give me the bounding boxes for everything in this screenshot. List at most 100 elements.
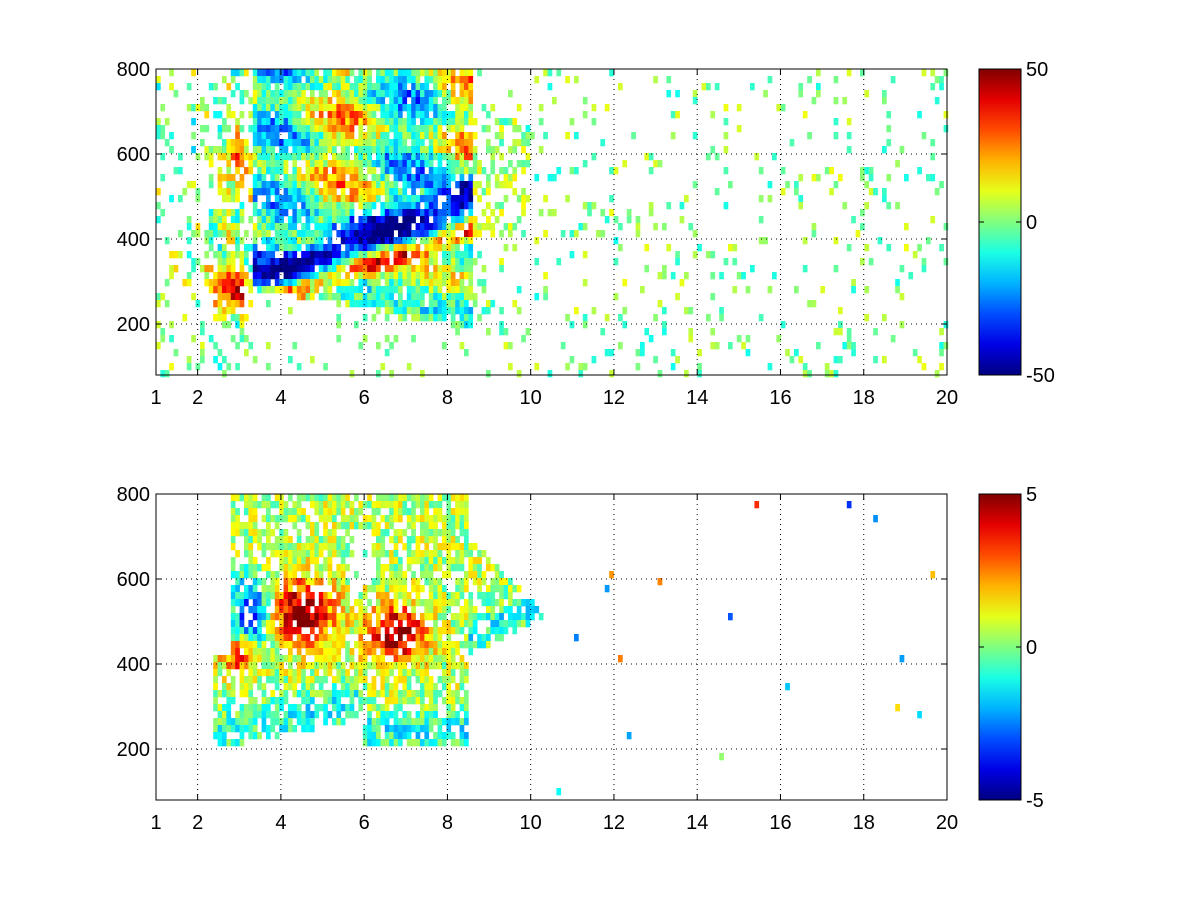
heatmap-cell — [380, 543, 386, 551]
heatmap-cell — [446, 293, 452, 301]
heatmap-cell — [217, 293, 223, 301]
heatmap-cell — [503, 181, 509, 189]
heatmap-cell — [208, 265, 214, 273]
heatmap-cell — [613, 258, 619, 266]
heatmap-cell — [450, 279, 456, 287]
heatmap-cell — [657, 160, 663, 168]
heatmap-cell — [244, 244, 249, 252]
heatmap-cell — [437, 237, 443, 245]
heatmap-cell — [406, 111, 412, 119]
heatmap-cell — [468, 634, 474, 642]
heatmap-cell — [745, 335, 751, 343]
heatmap-cell — [411, 265, 416, 273]
heatmap-cell — [415, 739, 421, 747]
heatmap-cell — [358, 592, 364, 600]
heatmap-cell — [358, 188, 364, 196]
heatmap-cell — [222, 258, 227, 266]
heatmap-cell — [600, 139, 606, 147]
heatmap-cell — [164, 237, 170, 245]
heatmap-cell — [288, 83, 293, 91]
heatmap-cell — [626, 209, 632, 217]
heatmap-cell — [301, 697, 306, 705]
heatmap-cell — [459, 342, 465, 350]
heatmap-cell — [516, 307, 522, 315]
heatmap-cell — [758, 216, 764, 224]
heatmap-cell — [433, 97, 438, 105]
heatmap-cell — [798, 83, 804, 91]
heatmap-cell — [618, 342, 623, 350]
heatmap-cell — [477, 314, 482, 322]
heatmap-cell — [292, 606, 298, 614]
heatmap-cell — [261, 132, 267, 140]
heatmap-cell — [340, 181, 346, 189]
heatmap-cell — [270, 697, 276, 705]
heatmap-cell — [244, 599, 249, 607]
heatmap-cell — [274, 160, 280, 168]
heatmap-cell — [169, 335, 174, 343]
heatmap-cell — [437, 592, 443, 600]
heatmap-cell — [323, 557, 328, 565]
heatmap-cell — [283, 195, 289, 203]
heatmap-cell — [288, 153, 293, 161]
heatmap-cell — [428, 167, 434, 175]
heatmap-cell — [464, 718, 469, 726]
heatmap-cell — [384, 349, 390, 357]
heatmap-cell — [186, 237, 192, 245]
heatmap-cell — [345, 195, 350, 203]
heatmap-cell — [222, 195, 227, 203]
heatmap-cell — [305, 634, 311, 642]
heatmap-cell — [428, 690, 434, 698]
heatmap-cell — [266, 564, 271, 572]
heatmap-cell — [248, 655, 254, 663]
heatmap-cell — [486, 585, 491, 593]
heatmap-cell — [367, 704, 372, 712]
heatmap-cell — [301, 202, 306, 210]
heatmap-cell — [367, 732, 372, 740]
heatmap-cell — [318, 202, 324, 210]
heatmap-cell — [569, 356, 575, 364]
heatmap-cell — [450, 739, 456, 747]
heatmap-cell — [274, 195, 280, 203]
heatmap-cell — [310, 522, 315, 530]
heatmap-cell — [318, 620, 324, 628]
heatmap-cell — [459, 265, 465, 273]
heatmap-cell — [362, 230, 368, 238]
heatmap-cell — [376, 578, 381, 586]
heatmap-cell — [362, 550, 368, 558]
heatmap-cell — [270, 676, 276, 684]
heatmap-cell — [248, 153, 254, 161]
heatmap-cell — [464, 216, 469, 224]
heatmap-cell — [208, 181, 214, 189]
heatmap-cell — [424, 522, 430, 530]
heatmap-cell — [257, 265, 262, 273]
heatmap-cell — [415, 104, 421, 112]
heatmap-cell — [459, 272, 465, 280]
heatmap-cell — [362, 676, 368, 684]
heatmap-cell — [345, 104, 350, 112]
heatmap-cell — [274, 669, 280, 677]
heatmap-cell — [376, 160, 381, 168]
heatmap-cell — [420, 564, 425, 572]
heatmap-cell — [886, 202, 892, 210]
heatmap-cell — [384, 139, 390, 147]
heatmap-cell — [222, 314, 227, 322]
heatmap-cell — [336, 543, 342, 551]
heatmap-cell — [415, 83, 421, 91]
heatmap-cell — [424, 195, 430, 203]
heatmap-cell — [318, 613, 324, 621]
heatmap-cell — [402, 90, 408, 98]
heatmap-cell — [446, 571, 452, 579]
heatmap-cell — [433, 592, 438, 600]
heatmap-cell — [402, 641, 408, 649]
heatmap-cell — [310, 690, 315, 698]
heatmap-cell — [327, 690, 333, 698]
heatmap-cell — [230, 146, 236, 154]
heatmap-cell — [248, 279, 254, 287]
heatmap-cell — [336, 335, 342, 343]
heatmap-cell — [323, 543, 328, 551]
heatmap-cell — [455, 494, 460, 502]
heatmap-cell — [358, 69, 364, 77]
heatmap-cell — [450, 515, 456, 523]
